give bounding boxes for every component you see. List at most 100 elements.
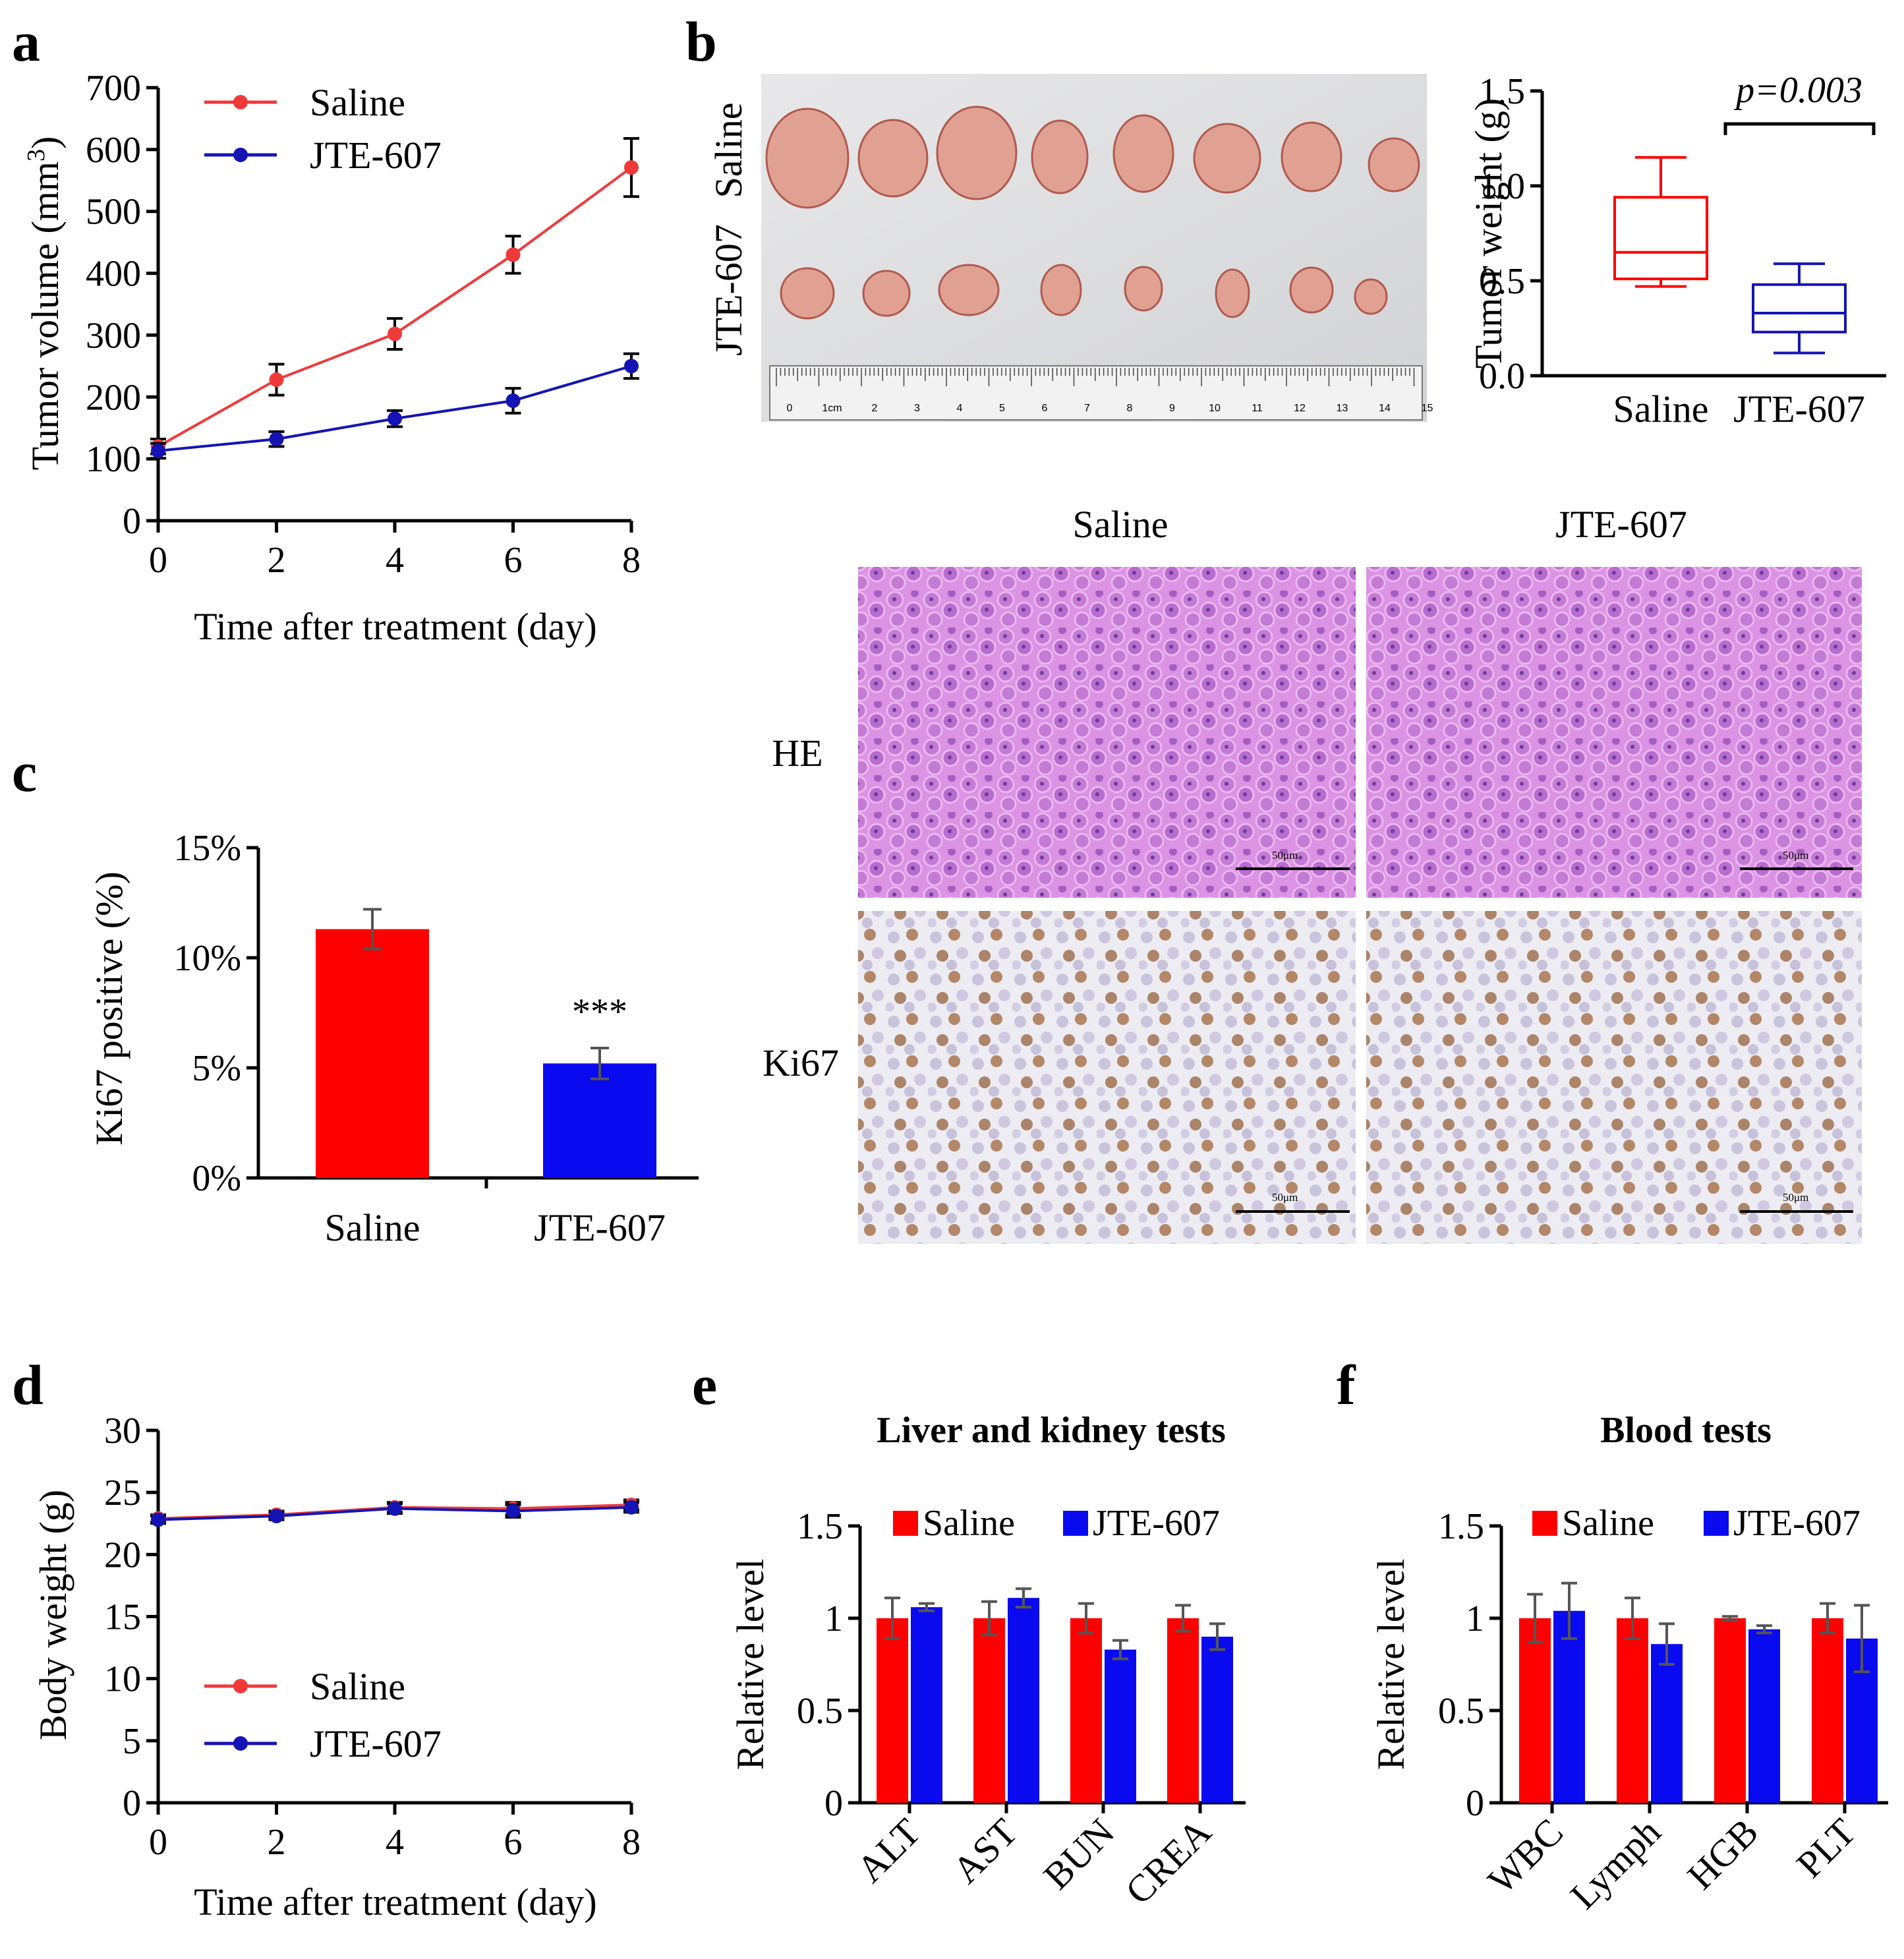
histology-images: Saline JTE-607 HE Ki67 50μm 50μm 50μm 50…: [763, 503, 1862, 1244]
b-significance-bracket: [1723, 122, 1876, 135]
a-x-tick-label: 2: [268, 540, 286, 581]
liver-kidney-chart: Liver and kidney tests 0 0.5 1 1.5 ALT AST BU…: [729, 1410, 1246, 1913]
panel-label-b: b: [685, 10, 717, 73]
e-title: Liver and kidney tests: [877, 1410, 1225, 1451]
a-x-tick-label: 4: [386, 540, 404, 581]
ruler-label: 6: [1042, 403, 1048, 414]
a-legend-jte-marker: [233, 148, 248, 162]
e-bar-BUN-1: [1105, 1649, 1136, 1803]
tumor-specimen: [780, 267, 835, 320]
f-legend-jte-label: JTE-607: [1733, 1503, 1861, 1544]
e-y-tick-label: 1: [824, 1598, 843, 1639]
e-category-label: CREA: [1117, 1810, 1219, 1912]
a-x-tick-label: 8: [622, 540, 641, 581]
a-point: [269, 432, 284, 447]
a-y-tick-label: 500: [86, 192, 141, 233]
tumor-specimen: [1281, 121, 1342, 192]
d-x-tick-label: 4: [386, 1822, 404, 1863]
a-legend-saline-marker: [233, 95, 248, 109]
c-y-tick-label: 15%: [173, 828, 241, 869]
a-y-tick-label: 700: [86, 68, 141, 109]
c-y-tick-label: 10%: [173, 938, 241, 979]
e-legend-saline-label: Saline: [923, 1503, 1015, 1544]
a-point: [505, 393, 521, 408]
tumor-specimen: [1112, 114, 1174, 193]
e-legend-jte-label: JTE-607: [1093, 1503, 1220, 1544]
tumor-specimen: [857, 119, 929, 198]
b-box-0: [1613, 196, 1708, 281]
b-y-tick-label: 0.0: [1479, 356, 1525, 397]
tumor-specimen: [862, 270, 911, 317]
a-y-tick-label: 100: [86, 439, 141, 480]
ki67-jte-image: [1366, 911, 1862, 1244]
f-bar-WBC-0: [1519, 1618, 1551, 1803]
a-point: [388, 326, 402, 341]
f-y-axis-label: Relative level: [1370, 1559, 1412, 1770]
ruler-label: 13: [1337, 403, 1348, 414]
d-legend-saline-marker: [233, 1679, 248, 1693]
ruler-label: 0: [787, 403, 793, 414]
f-bar-Lymph-1: [1651, 1644, 1683, 1803]
tumor-specimen: [1368, 137, 1420, 192]
d-legend: Saline JTE-607: [204, 1665, 442, 1765]
f-bar-HGB-0: [1714, 1618, 1746, 1803]
a-y-tick-label: 400: [86, 254, 141, 295]
tumor-specimen: [1215, 268, 1250, 318]
f-y-tick-label: 1.5: [1438, 1506, 1484, 1547]
f-bar-HGB-1: [1748, 1629, 1780, 1803]
d-y-tick-label: 0: [123, 1783, 141, 1824]
a-point: [624, 359, 639, 374]
c-significance-marker: ***: [572, 991, 627, 1032]
e-category-label: AST: [944, 1810, 1025, 1891]
c-bar-1: [543, 1063, 656, 1178]
f-title: Blood tests: [1600, 1410, 1772, 1451]
panel-label-f: f: [1337, 1353, 1356, 1417]
a-x-tick-label: 6: [504, 540, 523, 581]
e-category-label: BUN: [1035, 1810, 1123, 1898]
b-y-tick-label: 0.5: [1479, 261, 1525, 302]
f-legend-saline-swatch: [1532, 1511, 1557, 1536]
d-y-tick-label: 5: [123, 1721, 141, 1762]
d-x-axis-label: Time after treatment (day): [194, 1881, 596, 1923]
b-y-tick-label: 1.0: [1479, 166, 1525, 207]
a-series-line-1: [158, 365, 632, 452]
f-bar-PLT-0: [1812, 1618, 1843, 1803]
a-series-line-0: [158, 166, 633, 448]
ruler-label: 4: [957, 403, 963, 414]
c-y-tick-label: 5%: [192, 1048, 241, 1089]
f-y-tick-label: 1: [1466, 1598, 1484, 1639]
f-bar-Lymph-0: [1617, 1618, 1648, 1803]
photo-row-label-jte: JTE-607: [707, 224, 750, 356]
ruler-label: 2: [872, 403, 878, 414]
histo-col-label-saline: Saline: [1073, 503, 1168, 546]
a-x-axis-label: Time after treatment (day): [194, 605, 596, 648]
b-y-tick-label: 1.5: [1479, 71, 1525, 112]
d-y-tick-label: 10: [104, 1659, 141, 1700]
d-x-tick-label: 8: [622, 1822, 641, 1863]
panel-label-e: e: [692, 1353, 717, 1417]
d-x-tick-label: 6: [504, 1822, 523, 1863]
ruler-label: 15: [1422, 403, 1433, 414]
d-point: [624, 1500, 639, 1515]
scale-bar-label-4: 50μm: [1783, 1191, 1808, 1204]
b-y-axis-label: Tumor weight (g): [1467, 98, 1510, 368]
c-y-tick-label: 0%: [192, 1158, 241, 1199]
ki67-bar-chart: 0% 5% 10% 15% Saline JTE-607 *** Ki67 positiv…: [88, 828, 699, 1249]
a-point: [388, 411, 402, 426]
a-legend: Saline JTE-607: [204, 81, 442, 177]
b-category-label: Saline: [1613, 388, 1709, 430]
tumor-specimen: [1124, 266, 1163, 312]
e-bar-ALT-1: [911, 1607, 942, 1803]
he-jte-image: [1366, 567, 1862, 898]
b-box-1: [1752, 283, 1847, 334]
e-category-label: ALT: [848, 1810, 929, 1890]
f-legend-jte-swatch: [1704, 1511, 1729, 1536]
body-weight-chart: 0 5 10 15 20 25 30 0 2 4 6 8 Time after treatment …: [32, 1411, 641, 1923]
ruler-label: 10: [1209, 403, 1221, 414]
a-legend-saline-label: Saline: [310, 81, 405, 124]
e-y-tick-label: 1.5: [797, 1506, 843, 1547]
ruler-label: 9: [1169, 403, 1175, 414]
e-bar-CREA-0: [1167, 1618, 1199, 1803]
f-category-label: Lymph: [1562, 1810, 1669, 1917]
ruler-label: 12: [1294, 403, 1306, 414]
